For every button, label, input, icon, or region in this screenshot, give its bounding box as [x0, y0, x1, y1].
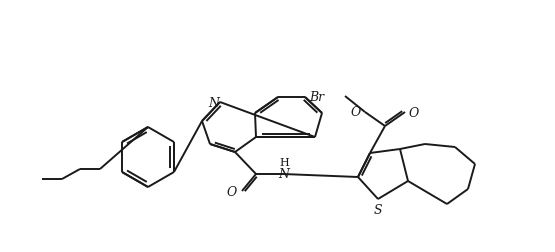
Text: S: S: [374, 203, 382, 216]
Text: N: N: [208, 96, 219, 109]
Text: O: O: [227, 186, 237, 199]
Text: N: N: [279, 168, 290, 181]
Text: Br: Br: [309, 90, 324, 103]
Text: O: O: [351, 105, 361, 118]
Text: O: O: [409, 106, 419, 119]
Text: H: H: [279, 158, 289, 167]
